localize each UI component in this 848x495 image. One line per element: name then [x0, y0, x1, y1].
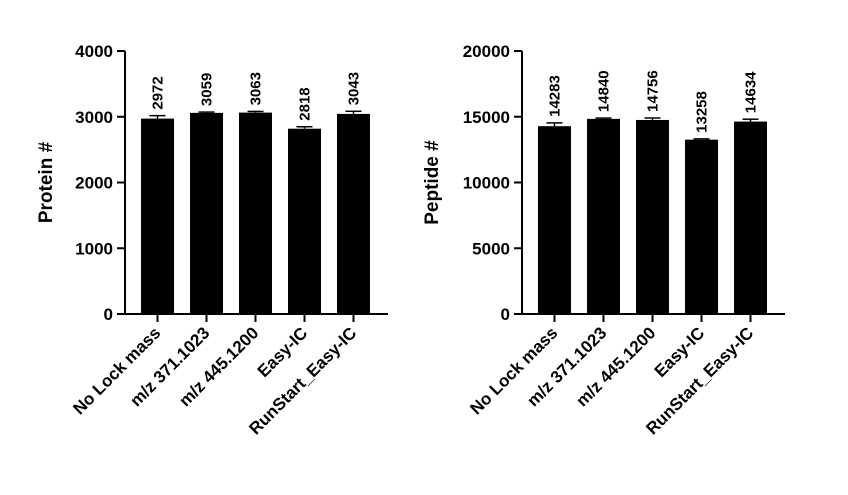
data-label: 14756 [645, 70, 662, 112]
data-label: 2972 [150, 76, 167, 109]
y-axis-title: Peptide # [422, 140, 443, 225]
y-tick-label: 5000 [472, 239, 510, 258]
y-tick-label: 10000 [463, 174, 510, 193]
bar [636, 119, 669, 314]
data-label: 3043 [346, 72, 363, 105]
bar [734, 121, 767, 314]
bar [141, 118, 174, 314]
chart-peptide-count: 0 5000 10000 15000 20000 Peptide # 14283 No Loc… [422, 42, 785, 438]
bar [337, 113, 370, 314]
y-tick-label: 1000 [75, 239, 113, 258]
y-tick-label: 4000 [75, 42, 113, 61]
bar [587, 118, 620, 314]
data-label: 13258 [694, 91, 711, 133]
bar [288, 128, 321, 314]
bar [538, 126, 571, 314]
chart-protein-count: 0 1000 2000 3000 4000 Protein # 2972 No Lock ma… [36, 42, 388, 438]
y-tick-label: 3000 [75, 108, 113, 127]
y-axis-title: Protein # [36, 141, 57, 223]
data-label: 14283 [547, 75, 564, 117]
x-tick-label: No Lock mass [466, 323, 561, 418]
bar [685, 139, 718, 314]
x-tick-label: No Lock mass [69, 323, 164, 418]
y-tick-label: 0 [104, 305, 113, 324]
y-tick-label: 0 [501, 305, 510, 324]
y-tick-label: 15000 [463, 108, 510, 127]
data-label: 2818 [297, 87, 314, 120]
bar [190, 112, 223, 314]
data-label: 3059 [199, 73, 216, 106]
y-tick-label: 2000 [75, 174, 113, 193]
y-tick-label: 20000 [463, 42, 510, 61]
data-label: 3063 [248, 72, 265, 105]
data-label: 14840 [596, 70, 613, 112]
data-label: 14634 [743, 71, 760, 113]
bar [239, 112, 272, 314]
